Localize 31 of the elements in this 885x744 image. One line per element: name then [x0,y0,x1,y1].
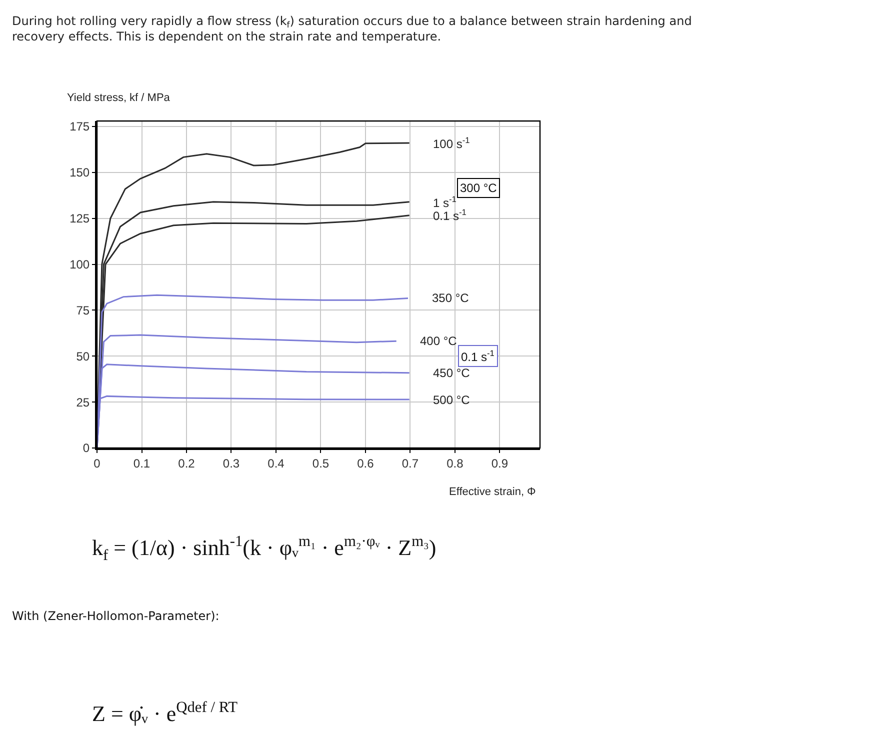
y-tick-label: 0 [82,441,90,456]
text: With (Zener-Hollomon-Parameter): [12,609,220,623]
y-tick-label: 25 [76,395,90,410]
y-axis-title: Yield stress, kf / MPa [67,92,171,104]
series-label: 500 °C [433,393,470,407]
x-tick-label: 0.7 [402,456,419,470]
y-tick-label: 175 [70,120,90,134]
series-label: 100 s$^{-1}$ [433,135,470,152]
y-tick-label: 50 [76,349,90,364]
x-tick-label: 0.5 [312,456,330,470]
chart-title: During hot rolling very rapidly a flow stress (k$_{f}$) saturation occurs due to a balance between strain hardening and recovery effects. This is dependent on the strain rate and temperature. [12,14,692,44]
x-tick-label: 0 [94,456,101,470]
x-tick-label: 0.2 [178,456,196,470]
x-tick-label: 0.9 [491,456,508,470]
text: k$_{f}$ = (1/α) · sinh$^{-1}$(k · φᵥ$^{m₁}$ · e$^{m₂·φᵥ}$ · Z$^{m₃}$) [92,533,436,564]
text: 350 °C [432,291,470,305]
series-label: 450 °C [433,366,470,380]
series-label: 400 °C [420,334,458,348]
text: Z = φ̇ᵥ · e$^{Qdef / RT}$ [92,699,238,726]
x-tick-label: 0.1 [133,456,150,470]
x-tick-label: 0.8 [446,456,464,470]
annotation: 0.1 s$^{-1}$ [461,348,495,364]
x-tick-label: 0.3 [222,456,240,470]
y-tick-label: 150 [70,166,90,180]
x-tick-label: 0.4 [268,456,285,470]
annotation: 300 °C [460,181,498,195]
y-tick-label: 75 [76,303,90,318]
x-tick-label: 0.6 [357,456,374,470]
y-tick-label: 125 [70,212,90,226]
x-axis-title: Effective strain, Φ [449,486,536,498]
y-tick-label: 100 [70,257,90,272]
